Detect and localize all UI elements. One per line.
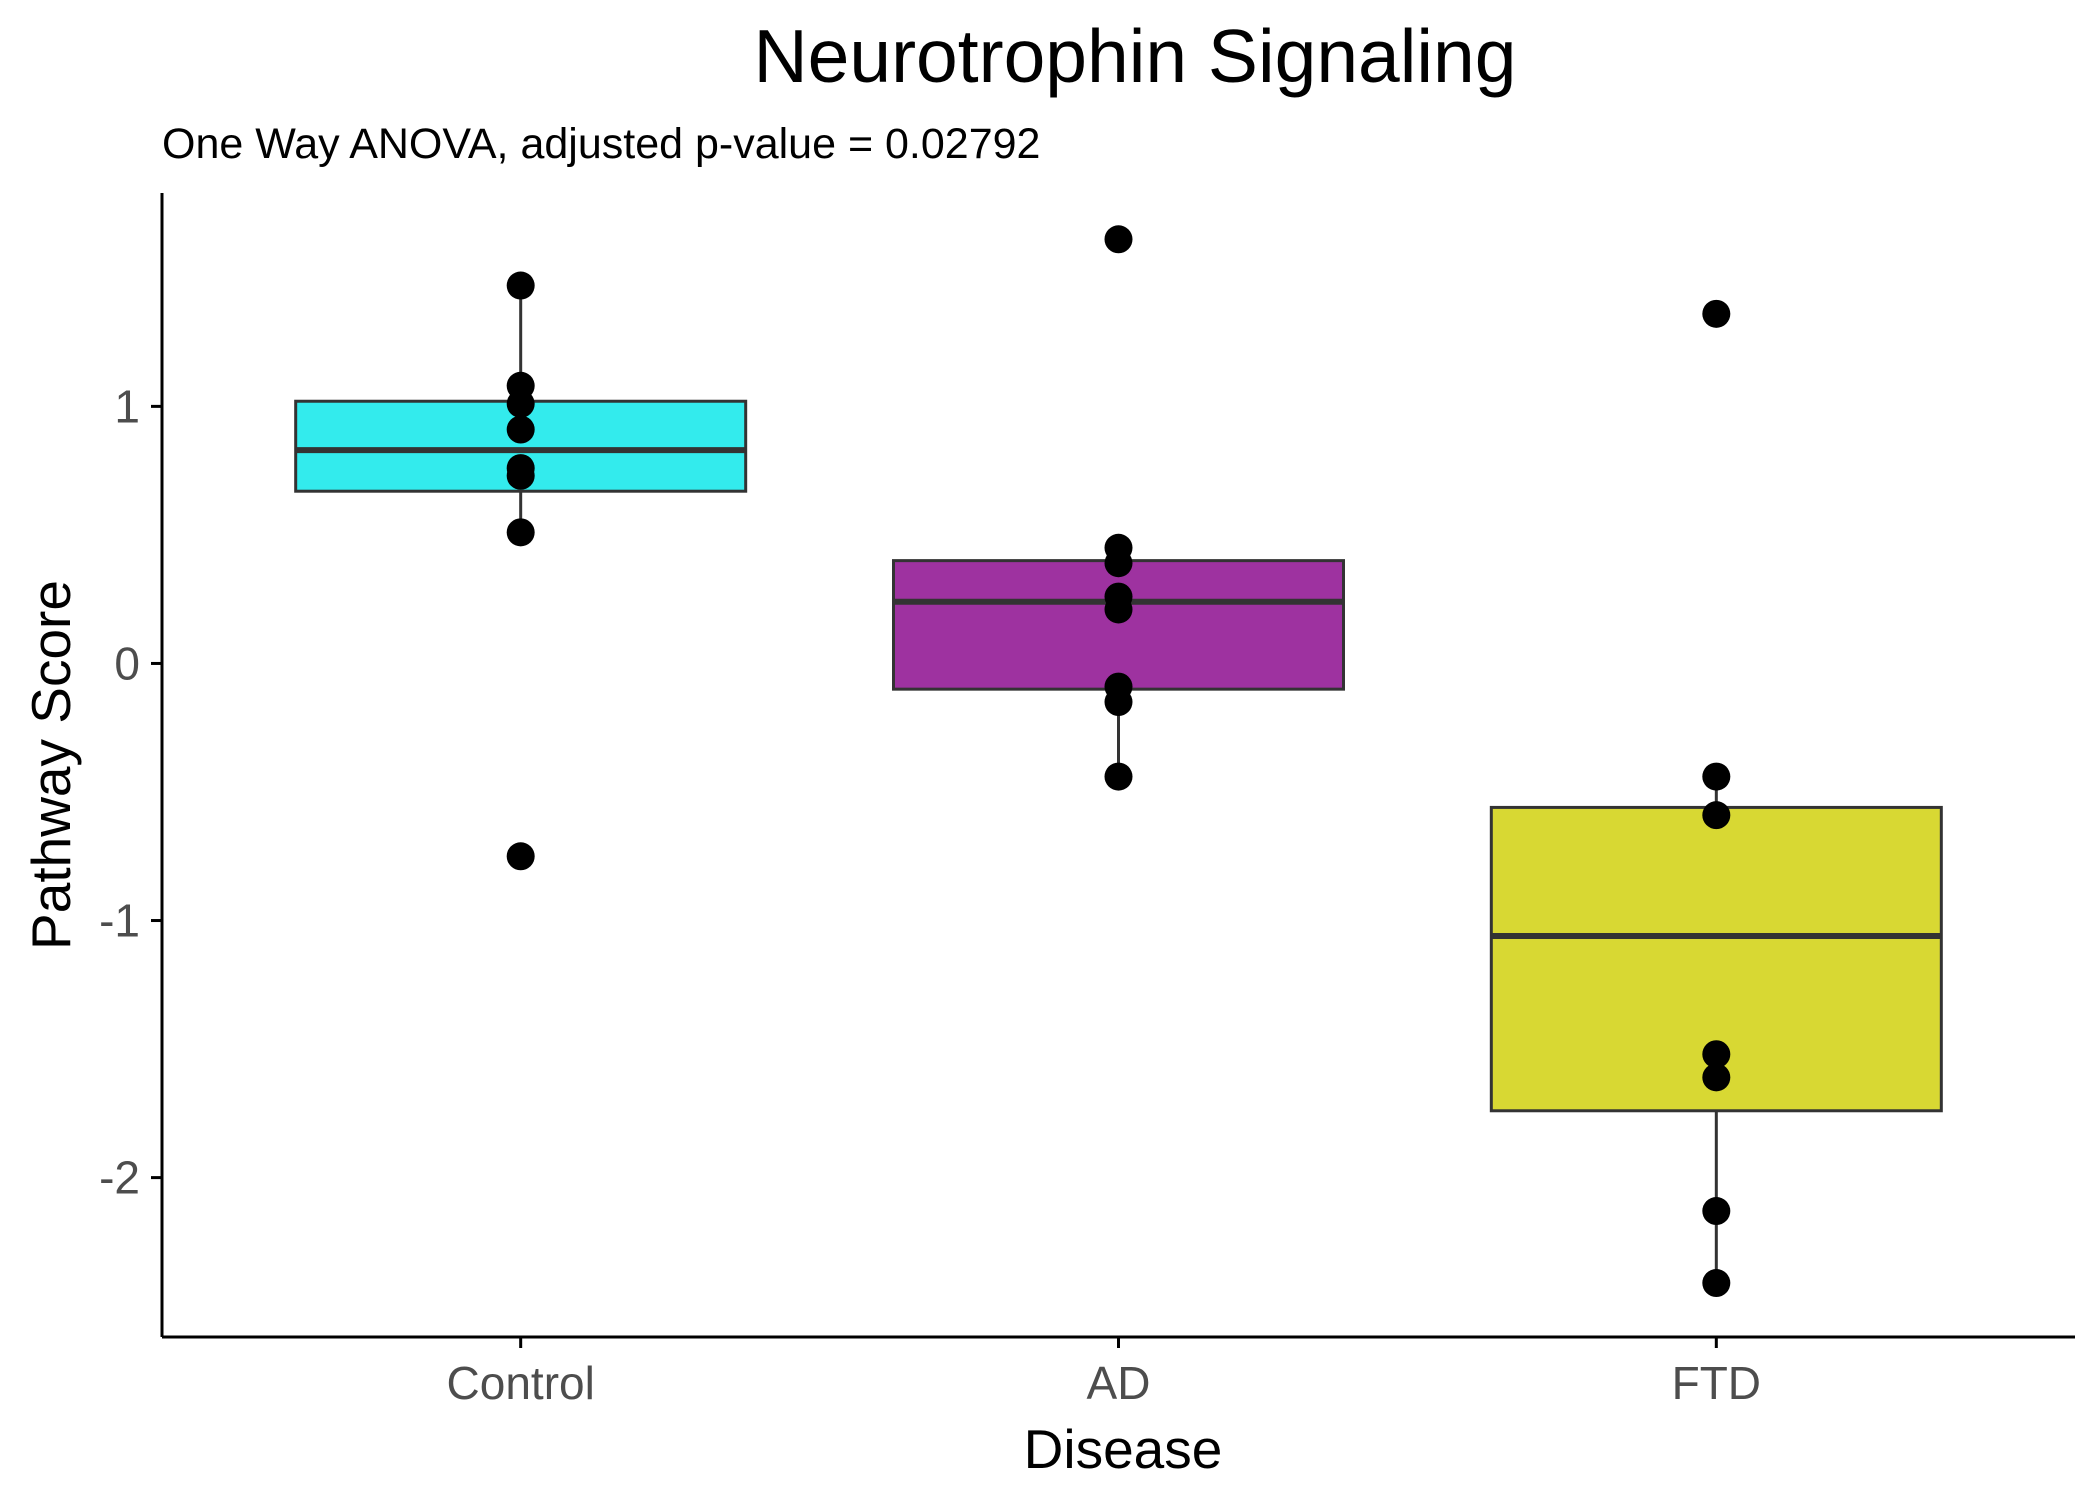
data-point: [1702, 801, 1731, 830]
y-tick-label: -2: [99, 1152, 140, 1204]
data-point: [1702, 1063, 1731, 1092]
data-point: [506, 842, 535, 871]
plot-area: [294, 225, 1943, 1298]
box-group-ad: [892, 225, 1345, 791]
data-point: [506, 415, 535, 444]
data-point: [1702, 1040, 1731, 1069]
y-tick-label: -1: [99, 895, 140, 947]
x-tick-label: FTD: [1672, 1357, 1761, 1409]
y-tick-label: 0: [114, 637, 140, 689]
data-point: [506, 389, 535, 418]
y-axis-title: Pathway Score: [20, 580, 82, 950]
x-tick-label: AD: [1087, 1357, 1151, 1409]
data-point: [1702, 762, 1731, 791]
data-point: [1702, 1269, 1731, 1298]
x-axis-ticks: Control AD FTD: [447, 1337, 1761, 1409]
y-axis-ticks: 1 0 -1 -2: [99, 380, 162, 1204]
data-point: [1104, 549, 1133, 578]
data-point: [1702, 299, 1731, 328]
x-tick-label: Control: [447, 1357, 595, 1409]
chart-subtitle: One Way ANOVA, adjusted p-value = 0.0279…: [162, 120, 1040, 168]
data-point: [1104, 225, 1133, 254]
box-group-ftd: [1489, 299, 1943, 1298]
data-point: [506, 271, 535, 300]
data-point: [1104, 595, 1133, 624]
data-point: [1104, 688, 1133, 717]
y-tick-label: 1: [114, 380, 140, 432]
box-body: [892, 559, 1345, 691]
chart-title: Neurotrophin Signaling: [753, 14, 1516, 98]
data-point: [1702, 1197, 1731, 1226]
data-point: [1104, 762, 1133, 791]
box-group-control: [294, 271, 748, 871]
data-point: [506, 518, 535, 547]
x-axis-title: Disease: [1024, 1418, 1223, 1480]
data-point: [506, 461, 535, 490]
